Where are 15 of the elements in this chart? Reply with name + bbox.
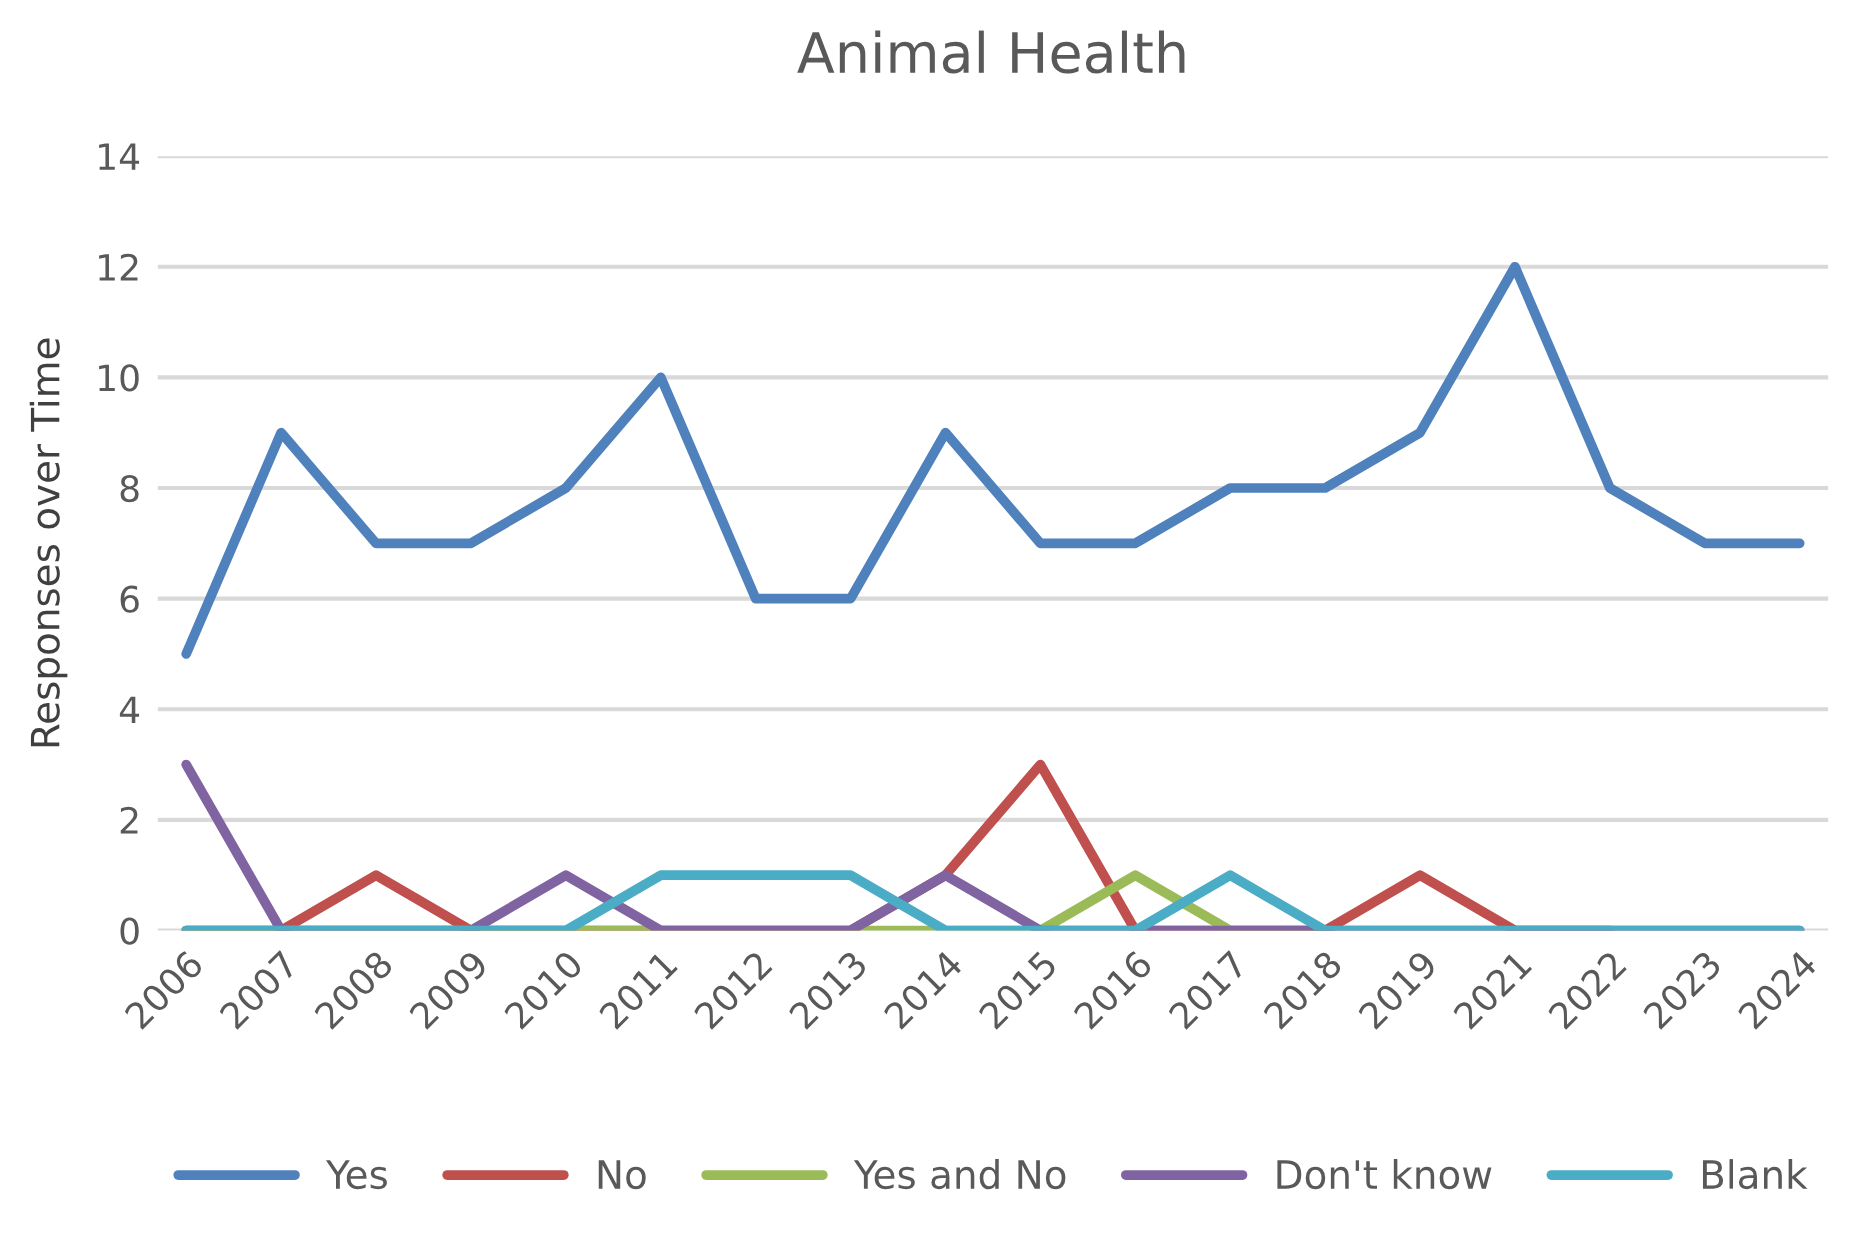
y-tick-label: 4 <box>119 696 140 723</box>
chart-title: Animal Health <box>797 30 1185 74</box>
y-tick-label: 2 <box>120 806 138 834</box>
y-tick-label: 12 <box>99 253 138 281</box>
y-tick-label: 6 <box>120 585 139 613</box>
legend-label: Yes <box>325 1160 387 1190</box>
y-tick-label: 0 <box>120 917 139 945</box>
y-tick-label: 14 <box>99 143 140 170</box>
legend-label: No <box>598 1160 646 1190</box>
y-tick-label: 10 <box>99 364 139 392</box>
legend-label: Don't know <box>1277 1159 1492 1190</box>
y-axis-title: Responses over Time <box>29 338 68 747</box>
legend-label: Yes and No <box>853 1159 1066 1190</box>
legend-label: Blank <box>1702 1159 1808 1190</box>
y-tick-label: 8 <box>120 474 139 503</box>
